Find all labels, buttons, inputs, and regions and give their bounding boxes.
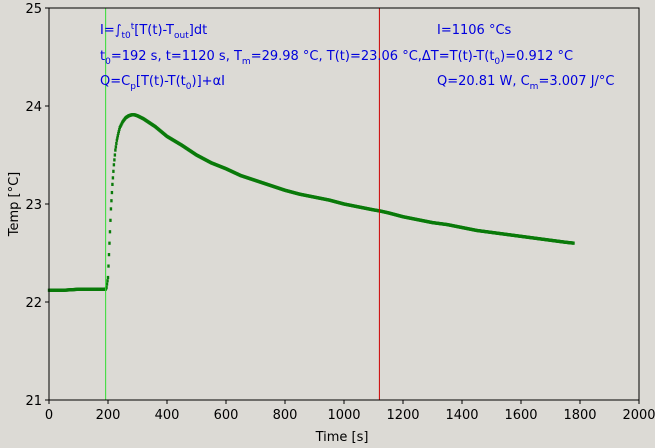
x-tick-label: 1600 [504,408,537,423]
heat-formula: Q=Cp[T(t)-T(t0)]+αI [100,74,225,92]
data-point [106,279,109,283]
data-point [114,148,117,152]
y-tick-label: 23 [25,198,42,213]
data-point [114,145,118,149]
x-axis-ticks: 0 200 400 600 800 1000 1200 1400 1600 1800 2000 [45,400,655,423]
y-tick-label: 24 [25,100,42,115]
data-point [117,131,120,136]
data-point [108,241,111,245]
data-point [111,182,114,186]
x-tick-label: 2000 [622,408,655,423]
data-point [118,127,121,132]
x-tick-label: 0 [45,408,53,423]
parameters-line: t0=192 s, t=1120 s, Tm=29.98 °C, T(t)=23… [100,49,573,67]
x-tick-label: 1400 [445,408,478,423]
integral-formula: I=∫t0t[T(t)-Tout]dt [100,22,207,41]
heat-capacity-result: Q=20.81 W, Cm=3.007 J/°C [437,74,615,92]
data-points [47,113,575,292]
x-tick-label: 800 [273,408,298,423]
data-point [112,169,115,173]
data-point [106,275,110,280]
y-tick-label: 22 [25,296,42,311]
data-point [105,285,108,289]
data-point [115,141,118,146]
data-point [110,199,113,203]
integral-result: I=1106 °Cs [437,23,512,38]
data-point [111,176,115,180]
data-point [115,138,119,142]
y-tick-label: 21 [25,394,42,409]
data-point [116,136,119,140]
y-axis-label: Temp [°C] [7,172,22,238]
data-point [113,158,116,162]
data-point [572,241,575,245]
data-point [105,282,109,286]
data-point [112,163,116,167]
x-tick-label: 1200 [386,408,419,423]
y-tick-label: 25 [25,2,42,17]
data-point [109,207,113,211]
x-tick-label: 1800 [563,408,596,423]
x-tick-label: 600 [214,408,239,423]
x-tick-label: 400 [155,408,180,423]
data-point [117,129,121,134]
x-tick-label: 1000 [327,408,360,423]
data-point [113,153,117,157]
y-axis-ticks: 21 22 23 24 25 [25,2,49,409]
data-point [107,253,111,257]
data-point [109,218,112,222]
x-axis-label: Time [s] [315,430,369,445]
data-point [107,264,110,268]
data-point [116,134,120,138]
x-tick-label: 200 [96,408,121,423]
data-point [108,230,112,234]
data-point [110,190,114,195]
